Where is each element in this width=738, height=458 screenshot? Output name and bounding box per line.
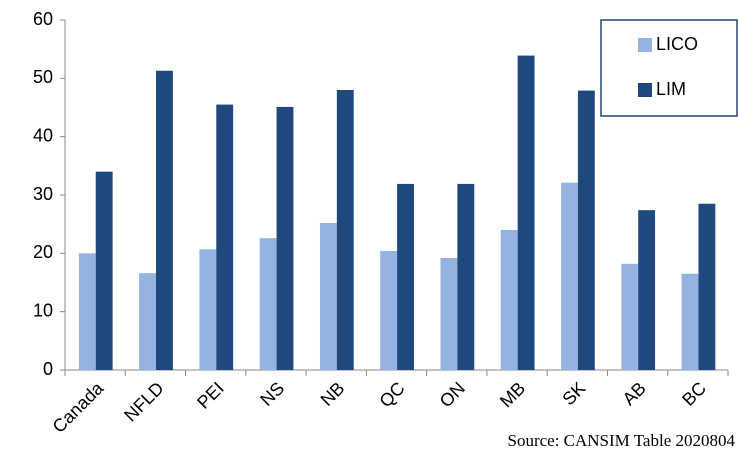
- bar: [259, 238, 277, 370]
- y-tick-label: 40: [33, 125, 53, 145]
- bar: [440, 258, 458, 370]
- legend-label: LIM: [656, 79, 686, 99]
- bar: [621, 263, 639, 370]
- bar: [276, 106, 294, 371]
- source-note: Source: CANSIM Table 2020804: [507, 431, 735, 450]
- legend-swatch: [638, 38, 652, 52]
- legend-box: [600, 19, 738, 117]
- bar: [397, 183, 414, 370]
- bar: [139, 273, 157, 370]
- bar: [380, 251, 398, 370]
- y-tick-label: 30: [33, 184, 53, 204]
- bar: [638, 210, 656, 370]
- bar: [336, 90, 354, 370]
- bar: [95, 171, 113, 370]
- bar: [517, 55, 535, 370]
- y-tick-label: 50: [33, 67, 53, 87]
- y-tick-label: 10: [33, 300, 53, 320]
- bar: [457, 183, 475, 370]
- y-tick-label: 20: [33, 242, 53, 262]
- y-tick-label: 0: [43, 359, 53, 379]
- bar: [156, 70, 173, 370]
- bar: [698, 203, 716, 370]
- y-tick-label: 60: [33, 9, 53, 29]
- legend-swatch: [638, 83, 652, 97]
- bar: [216, 104, 234, 370]
- bar: [681, 273, 699, 370]
- bar: [577, 90, 595, 370]
- bar: [199, 249, 217, 370]
- bar: [319, 223, 337, 370]
- bar: [500, 230, 518, 370]
- bar: [561, 182, 578, 370]
- legend-label: LICO: [656, 34, 698, 54]
- bar: [78, 253, 96, 370]
